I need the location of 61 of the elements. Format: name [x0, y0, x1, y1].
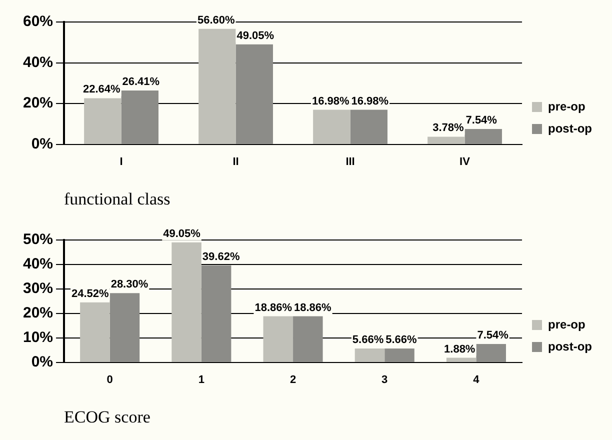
- bar: [313, 110, 350, 144]
- x-tick-label: I: [120, 156, 123, 168]
- bar: [80, 302, 110, 362]
- data-label: 28.30%: [110, 278, 148, 291]
- bar: [201, 265, 232, 362]
- bar: [236, 44, 273, 144]
- data-label: 56.60%: [197, 14, 235, 26]
- data-label: 49.05%: [163, 228, 201, 240]
- bar: [110, 293, 140, 362]
- y-tick-label: 0%: [31, 136, 54, 153]
- bar: [293, 316, 323, 362]
- bar: [446, 358, 476, 362]
- bar: [172, 242, 202, 362]
- y-tick-label: 60%: [22, 13, 54, 30]
- data-label: 24.52%: [72, 288, 110, 300]
- data-label: 26.41%: [122, 76, 160, 88]
- y-tick-label: 40%: [22, 54, 54, 71]
- y-tick-label: 50%: [22, 231, 54, 248]
- data-label: 5.66%: [352, 334, 384, 346]
- y-tick-label: 20%: [22, 304, 54, 322]
- bar: [476, 344, 506, 362]
- x-tick-label: 0: [106, 374, 113, 386]
- bar: [354, 348, 385, 362]
- data-label: 7.54%: [477, 329, 509, 342]
- data-label: 49.05%: [236, 30, 274, 42]
- data-label: 3.78%: [432, 122, 464, 134]
- bar: [384, 348, 414, 362]
- data-label: 5.66%: [386, 334, 418, 346]
- x-tick-label: 4: [473, 374, 480, 386]
- y-tick-label: 40%: [22, 256, 54, 273]
- bar: [428, 136, 465, 144]
- legend-label: pre-op: [548, 99, 586, 114]
- data-label: 22.64%: [82, 84, 120, 96]
- data-label: 18.86%: [294, 302, 332, 314]
- legend-label: post-op: [548, 339, 592, 354]
- x-tick-label: IV: [460, 156, 471, 168]
- x-axis-title: functional class: [64, 189, 170, 208]
- bar: [263, 316, 294, 362]
- data-label: 39.62%: [202, 250, 240, 263]
- x-tick-label: III: [346, 156, 355, 168]
- legend-label: post-op: [548, 121, 592, 136]
- legend-label: pre-op: [548, 317, 586, 332]
- x-tick-label: II: [232, 156, 239, 168]
- bar: [464, 129, 502, 144]
- y-tick-label: 20%: [22, 94, 54, 112]
- x-tick-label: 3: [382, 374, 388, 386]
- y-tick-label: 0%: [31, 354, 54, 371]
- bar: [84, 98, 122, 144]
- data-label: 18.86%: [254, 302, 292, 314]
- data-label: 1.88%: [444, 343, 476, 356]
- y-tick-label: 10%: [22, 329, 54, 346]
- bar: [198, 28, 236, 144]
- y-tick-label: 30%: [22, 280, 54, 298]
- x-tick-label: 1: [198, 374, 204, 386]
- bar: [350, 110, 388, 144]
- bar: [121, 90, 158, 144]
- data-label: 16.98%: [351, 95, 389, 108]
- data-label: 7.54%: [466, 114, 498, 127]
- data-label: 16.98%: [312, 95, 350, 108]
- x-axis-title: ECOG score: [64, 407, 150, 426]
- x-tick-label: 2: [290, 374, 296, 386]
